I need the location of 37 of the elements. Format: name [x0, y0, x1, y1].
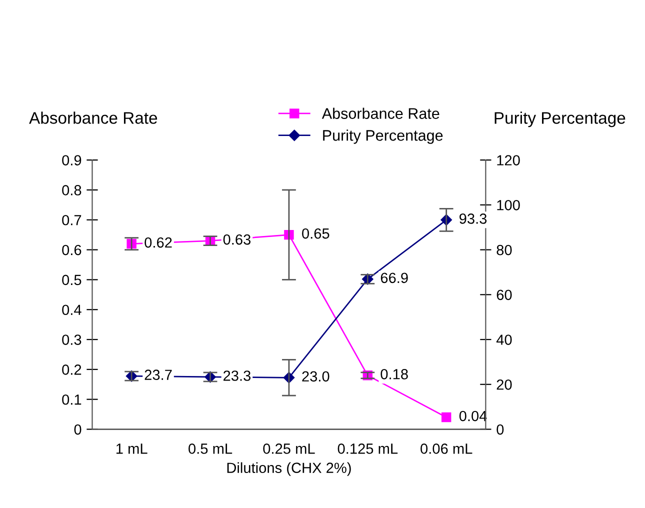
data-label: 0.65: [302, 228, 330, 239]
y2-tick-label: 120: [497, 155, 520, 166]
y-tick-label: 0.7: [62, 214, 82, 226]
y-tick-label: 0.8: [62, 185, 82, 196]
y-tick-label: 0: [74, 424, 82, 435]
y-tick-label: 0.5: [62, 274, 82, 286]
data-label: 23.7: [144, 370, 172, 380]
x-tick-label: 0.25 mL: [263, 444, 315, 454]
x-tick-label: 0.06 mL: [420, 444, 472, 454]
y-tick-label: 0.9: [62, 155, 82, 166]
y-tick-label: 0.2: [62, 364, 82, 375]
y-tick-label: 0.3: [62, 334, 82, 345]
data-label: 0.63: [223, 234, 251, 245]
y-axis-title: Absorbance Rate: [29, 112, 158, 124]
point: [441, 412, 452, 422]
y2-tick-label: 60: [496, 290, 512, 300]
data-label: 0.18: [380, 369, 408, 380]
y2-tick-label: 40: [496, 334, 512, 345]
x-tick-label: 0.125 mL: [338, 444, 398, 454]
y-tick-label: 0.1: [62, 394, 82, 405]
y2-tick-label: 0: [496, 424, 504, 435]
data-label: 93.3: [460, 214, 487, 224]
legend-label: Purity Percentage: [323, 130, 443, 144]
y2-tick-label: 80: [496, 244, 512, 256]
y-tick-label: 0.4: [62, 304, 82, 316]
data-label: 66.9: [380, 272, 408, 284]
data-label: 23.3: [224, 370, 251, 381]
y2-axis-title: Purity Percentage: [494, 112, 626, 128]
x-tick-label: 0.5 mL: [188, 444, 232, 454]
data-label: 0.62: [144, 237, 172, 248]
y-tick-label: 0.6: [62, 244, 82, 256]
y2-tick-label: 100: [497, 200, 520, 210]
x-tick-label: 1 mL: [116, 444, 148, 454]
x-axis-title: Dilutions (CHX 2%): [227, 462, 351, 476]
data-label: 23.0: [302, 371, 330, 382]
y2-tick-label: 20: [496, 379, 512, 390]
legend-label: Absorbance Rate: [322, 108, 440, 119]
